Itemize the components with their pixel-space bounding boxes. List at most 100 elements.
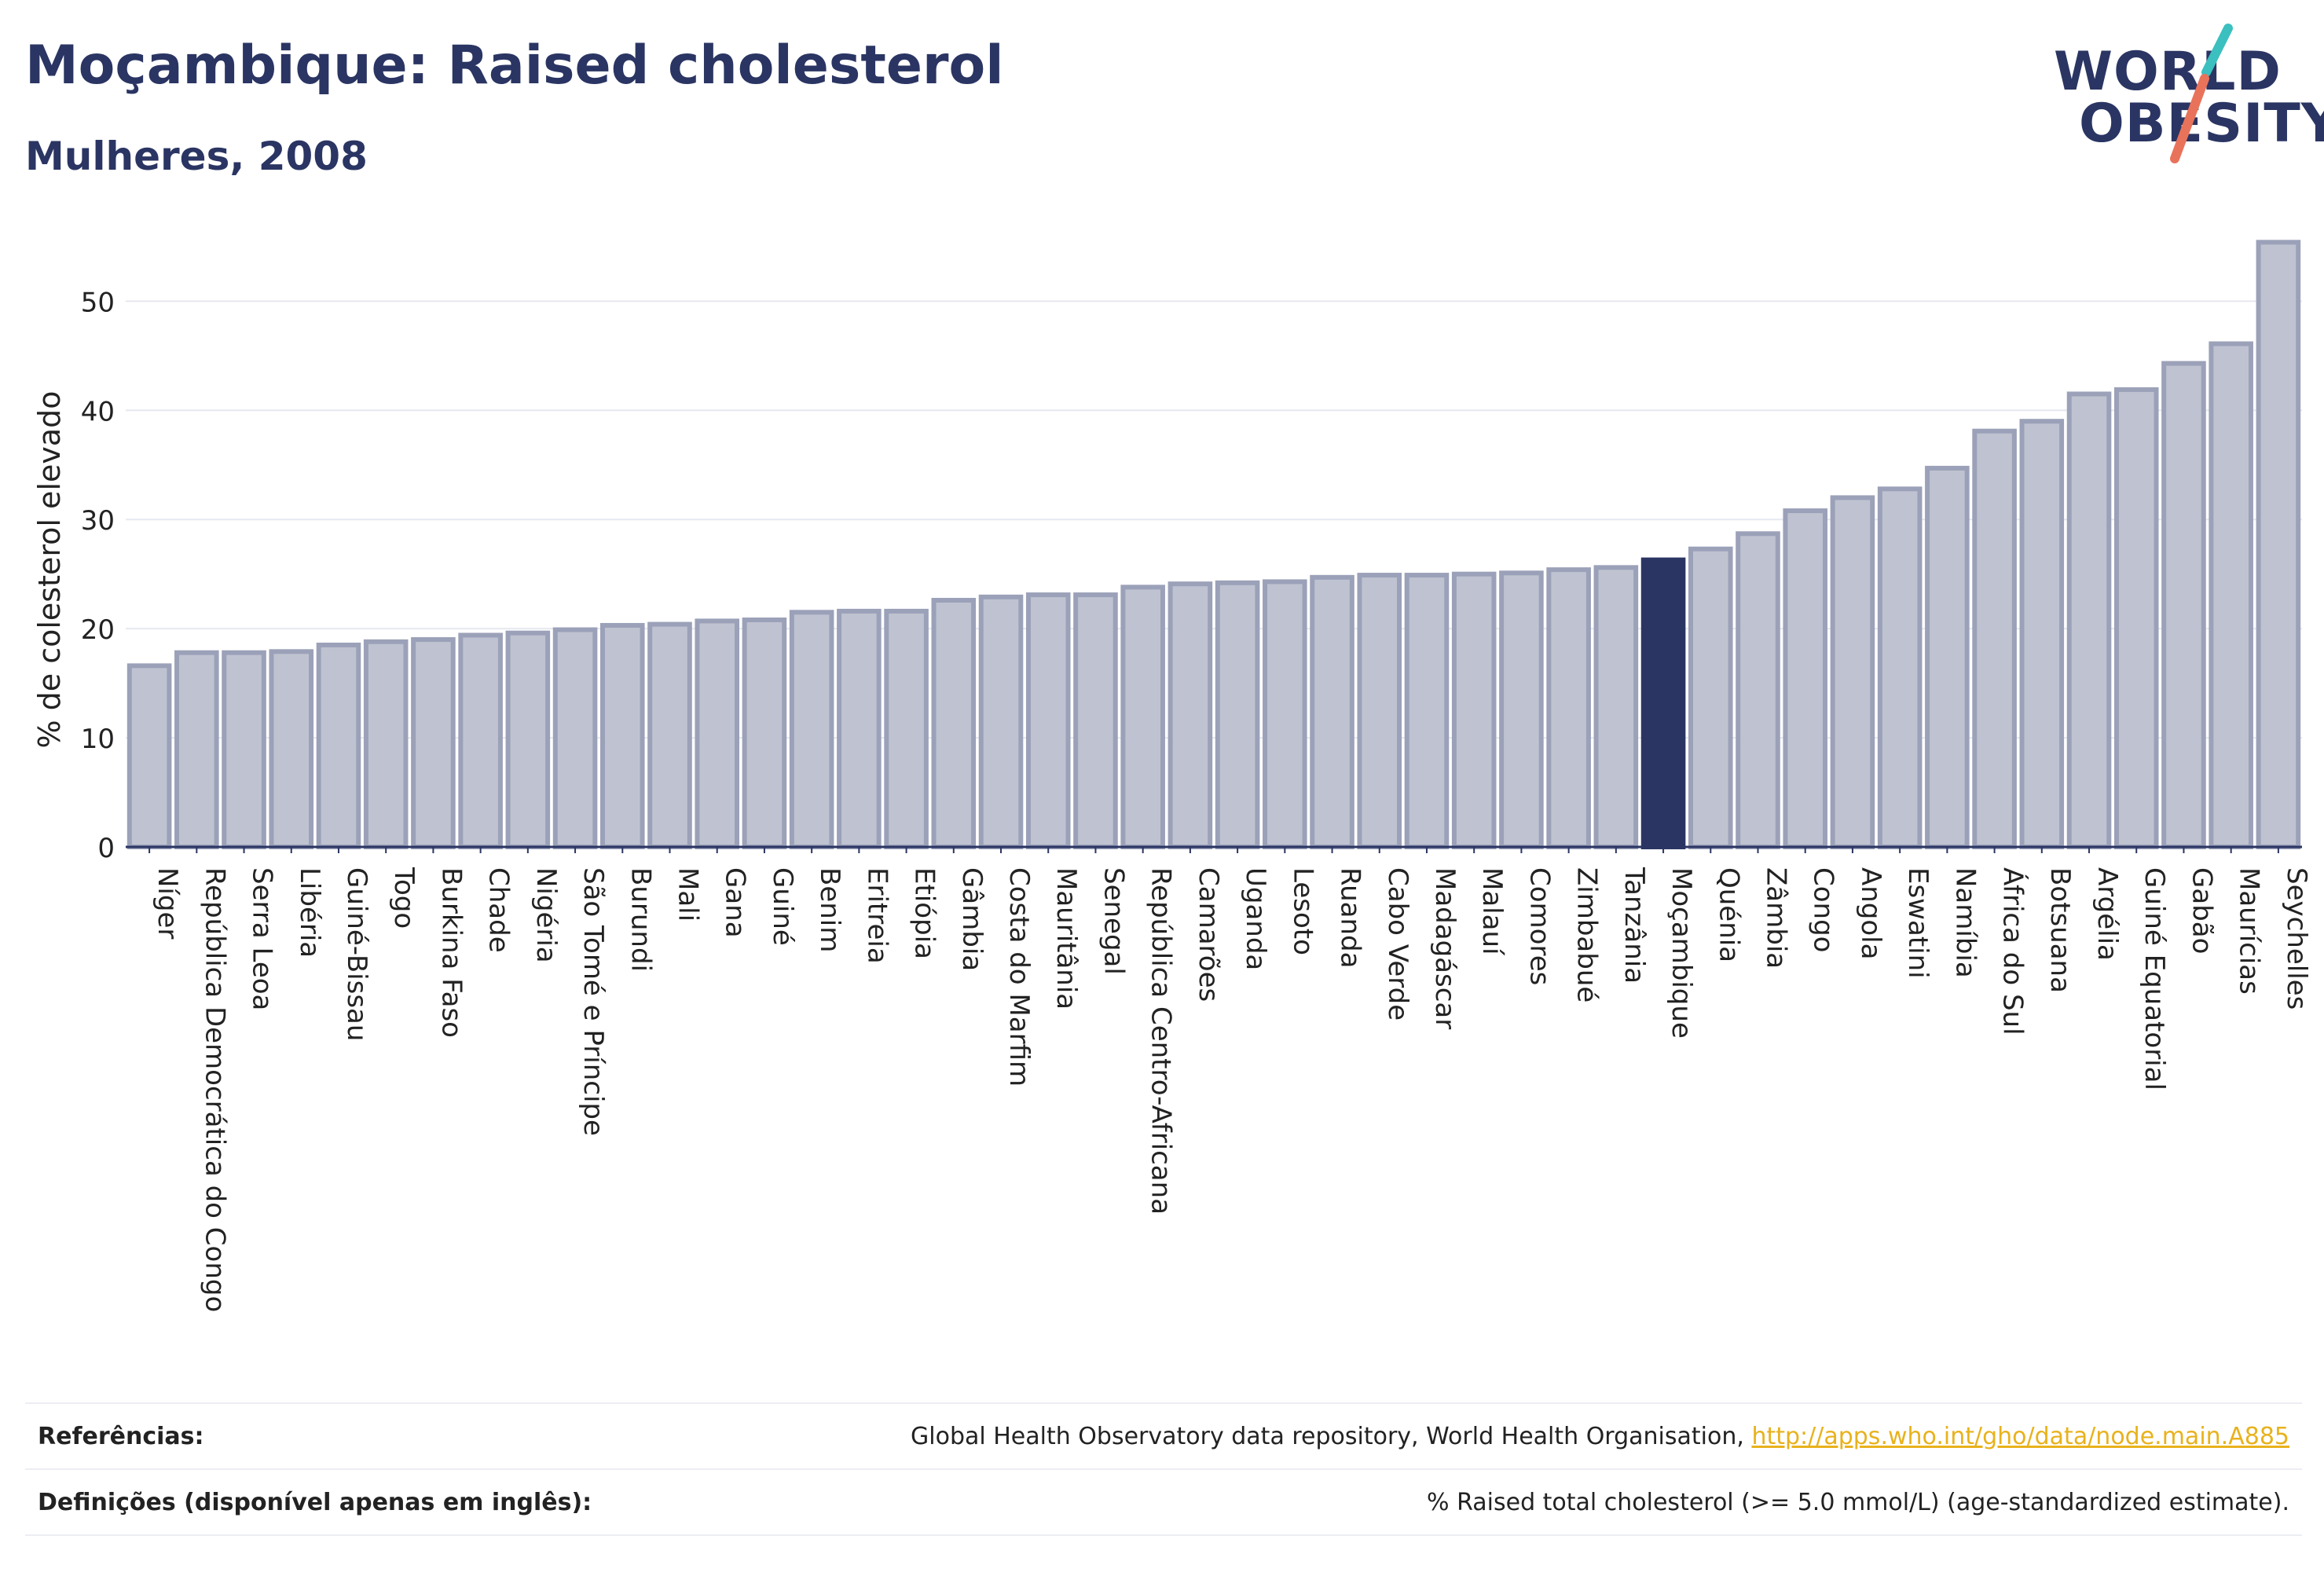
bar (505, 630, 551, 849)
x-tick-label: Gabão (2186, 867, 2217, 954)
references-text: Global Health Observatory data repositor… (911, 1422, 1752, 1450)
bar (789, 610, 834, 850)
definitions-value: % Raised total cholesterol (>= 5.0 mmol/… (1427, 1488, 2289, 1516)
bars (126, 240, 2301, 850)
bar (552, 627, 598, 850)
bar (126, 663, 172, 850)
x-tick-label: Namíbia (1949, 867, 1981, 978)
x-tick-label: Botsuana (2044, 867, 2076, 993)
chart-title: Moçambique: Raised cholesterol (25, 35, 1004, 97)
x-tick-label: Moçambique (1666, 867, 1697, 1039)
bar (316, 642, 361, 849)
x-tick-label: Mali (673, 867, 704, 922)
bar (458, 632, 503, 849)
x-tick-label: Congo (1808, 867, 1839, 952)
bar (174, 650, 219, 850)
bar (1877, 486, 1923, 849)
x-tick-label: República Centro-Africana (1146, 867, 1177, 1215)
bar (695, 618, 740, 849)
references-value: Global Health Observatory data repositor… (911, 1423, 2302, 1450)
bar (1783, 508, 1828, 849)
bar (1830, 495, 1875, 850)
bar (1025, 592, 1071, 849)
bar (1073, 592, 1118, 849)
bar (1357, 573, 1402, 849)
definitions-row: Definições (disponível apenas em inglês)… (25, 1468, 2302, 1536)
x-tick-label: África do Sul (1997, 867, 2029, 1035)
bar (599, 622, 645, 849)
x-tick-label: República Democrática do Congo (199, 867, 230, 1312)
x-tick-label: Guiné (767, 867, 798, 946)
bar (931, 598, 977, 849)
bar (222, 650, 266, 850)
bar (1688, 546, 1733, 849)
chart-subtitle: Mulheres, 2008 (25, 134, 368, 179)
y-tick-label: 10 (81, 724, 115, 755)
bar (647, 621, 692, 849)
x-tick-label: Eritreia (861, 867, 893, 964)
bar (2113, 387, 2159, 849)
x-tick-label: Zimbabué (1571, 867, 1603, 1002)
x-tick-label: São Tomé e Príncipe (577, 867, 609, 1136)
bar-highlighted (1640, 557, 1686, 849)
x-tick-label: Gana (720, 867, 751, 938)
bar (1736, 531, 1780, 850)
bar (2161, 361, 2206, 849)
x-tick-label: Burundi (625, 867, 656, 972)
bar-chart: 0 10 20 30 40 50 Níger República Democrática d… (32, 240, 2312, 1312)
y-tick-label: 40 (81, 396, 115, 427)
x-tick-label: Comores (1523, 867, 1555, 985)
x-tick-label: Eswatini (1902, 867, 1934, 979)
bar (1310, 574, 1354, 849)
logo-line-2: OBESITY (2079, 93, 2324, 155)
bar (2066, 391, 2112, 850)
definitions-label: Definições (disponível apenas em inglês)… (38, 1488, 592, 1516)
bar (978, 594, 1024, 849)
references-link[interactable]: http://apps.who.int/gho/data/node.main.A… (1751, 1422, 2289, 1450)
bar (363, 639, 409, 849)
references-row: Referências: Global Health Observatory d… (25, 1402, 2302, 1468)
bar (411, 637, 456, 849)
x-tick-label: Senegal (1098, 867, 1129, 975)
x-tick-label: Maurícias (2234, 867, 2265, 995)
logo-slash-icon (2170, 24, 2233, 163)
bar (1215, 580, 1260, 849)
bar (269, 649, 314, 850)
references-table: Referências: Global Health Observatory d… (25, 1402, 2302, 1536)
x-tick-label: Costa do Marfim (1003, 867, 1035, 1087)
bar (1451, 571, 1497, 850)
x-tick-label: Benim (814, 867, 845, 952)
bar (1972, 428, 2017, 849)
bar (884, 608, 929, 850)
bar (742, 618, 787, 849)
bar (2019, 419, 2065, 849)
x-tick-label: Níger (152, 867, 183, 939)
x-tick-label: Guiné Equatorial (2139, 867, 2170, 1090)
bar (2256, 240, 2301, 850)
bar (1499, 570, 1544, 850)
x-tick-label: Togo (388, 867, 420, 929)
x-tick-label: Serra Leoa (247, 867, 278, 1010)
bar (1167, 581, 1213, 849)
bar (1263, 579, 1307, 849)
x-tick-label: Cabo Verde (1382, 867, 1413, 1021)
bar (1120, 585, 1165, 849)
x-tick-labels: Níger República Democrática do Congo Serra… (148, 847, 2312, 1312)
x-tick-label: Ruanda (1335, 867, 1366, 968)
x-tick-label: Etiópia (909, 867, 940, 959)
y-tick-label: 50 (81, 287, 115, 318)
x-tick-label: Malauí (1476, 867, 1508, 956)
references-label: Referências: (38, 1422, 204, 1450)
y-tick-label: 0 (97, 833, 115, 864)
bar (1925, 465, 1970, 849)
x-tick-label: Seychelles (2281, 867, 2312, 1010)
bar (1404, 573, 1450, 849)
x-tick-label: Zâmbia (1761, 867, 1792, 969)
y-tick-label: 30 (81, 505, 115, 537)
x-tick-label: Camarões (1193, 867, 1224, 1002)
x-tick-label: Mauritânia (1050, 867, 1082, 1010)
y-tick-labels: 0 10 20 30 40 50 (81, 287, 115, 864)
y-axis-label: % de colesterol elevado (32, 390, 67, 748)
world-obesity-logo: WORLD OBESITY (2043, 24, 2324, 165)
x-tick-label: Lesoto (1287, 867, 1318, 955)
